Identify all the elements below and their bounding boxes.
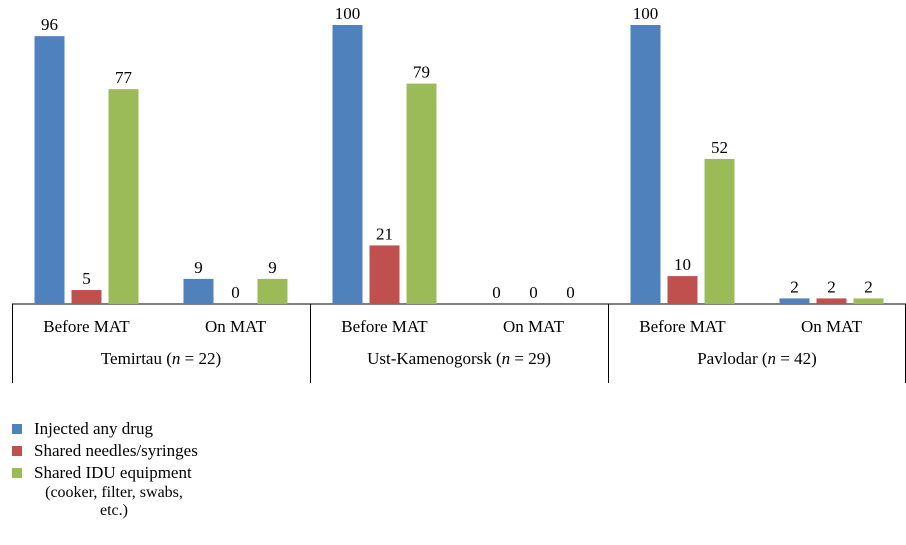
legend-label-shared-equipment-detail-2: etc.) (100, 502, 128, 519)
bar-ust-kamenogorsk-before-series3 (406, 83, 437, 304)
data-label: 2 (790, 277, 799, 296)
legend-swatch-injected (12, 424, 22, 434)
bar-pavlodar-on-series3 (853, 298, 884, 304)
bar-ust-kamenogorsk-before-series1 (332, 25, 363, 304)
legend-item-shared-needles: Shared needles/syringes (12, 440, 312, 462)
data-label: 79 (413, 63, 430, 82)
legend-swatch-shared-needles (12, 446, 22, 456)
bar-temirtau-before-series2 (71, 290, 102, 304)
bar-ust-kamenogorsk-before-series2 (369, 245, 400, 304)
chart-legend: Injected any drug Shared needles/syringe… (12, 418, 312, 520)
bar-temirtau-on-series1 (183, 278, 214, 304)
bar-pavlodar-before-series3 (704, 158, 735, 304)
data-label: 21 (376, 224, 393, 243)
data-label: 2 (827, 277, 836, 296)
legend-label-shared-equipment-detail-1: (cooker, filter, swabs, (45, 484, 183, 501)
data-label: 77 (115, 68, 133, 87)
bar-temirtau-before-series1 (34, 36, 65, 304)
data-label: 100 (633, 4, 659, 23)
legend-label-shared-needles: Shared needles/syringes (34, 441, 198, 460)
legend-label-shared-equipment: Shared IDU equipment (34, 463, 192, 482)
data-label: 2 (864, 277, 873, 296)
category-label: On MAT (801, 317, 863, 336)
bar-pavlodar-on-series1 (779, 298, 810, 304)
legend-swatch-shared-equipment (12, 468, 22, 478)
bar-chart: 96 5 77 Before MAT 9 0 9 On MAT Temirtau (n = 22… (12, 4, 906, 383)
bar-pavlodar-before-series2 (667, 276, 698, 304)
data-label: 0 (492, 283, 501, 302)
category-label: Before MAT (639, 317, 726, 336)
data-label: 100 (335, 4, 361, 23)
legend-item-shared-equipment: Shared IDU equipment (12, 462, 312, 484)
bar-pavlodar-on-series2 (816, 298, 847, 304)
data-label: 52 (711, 138, 728, 157)
bar-pavlodar-before-series1 (630, 25, 661, 304)
category-label: Before MAT (43, 317, 130, 336)
data-label: 0 (566, 283, 575, 302)
bar-temirtau-on-series3 (257, 278, 288, 304)
data-label: 9 (268, 258, 277, 277)
data-label: 0 (231, 283, 240, 302)
legend-label-injected: Injected any drug (34, 419, 153, 438)
data-label: 9 (194, 258, 203, 277)
bar-temirtau-before-series3 (108, 89, 139, 304)
data-label: 0 (529, 283, 538, 302)
category-label: On MAT (205, 317, 267, 336)
data-label: 5 (82, 269, 91, 288)
category-label: On MAT (503, 317, 565, 336)
category-label: Before MAT (341, 317, 428, 336)
data-label: 10 (674, 255, 691, 274)
legend-item-injected: Injected any drug (12, 418, 312, 440)
group-label: Ust-Kamenogorsk (n = 29) (367, 349, 551, 368)
group-label: Temirtau (n = 22) (101, 349, 221, 368)
data-label: 96 (41, 15, 58, 34)
group-label: Pavlodar (n = 42) (697, 349, 817, 368)
